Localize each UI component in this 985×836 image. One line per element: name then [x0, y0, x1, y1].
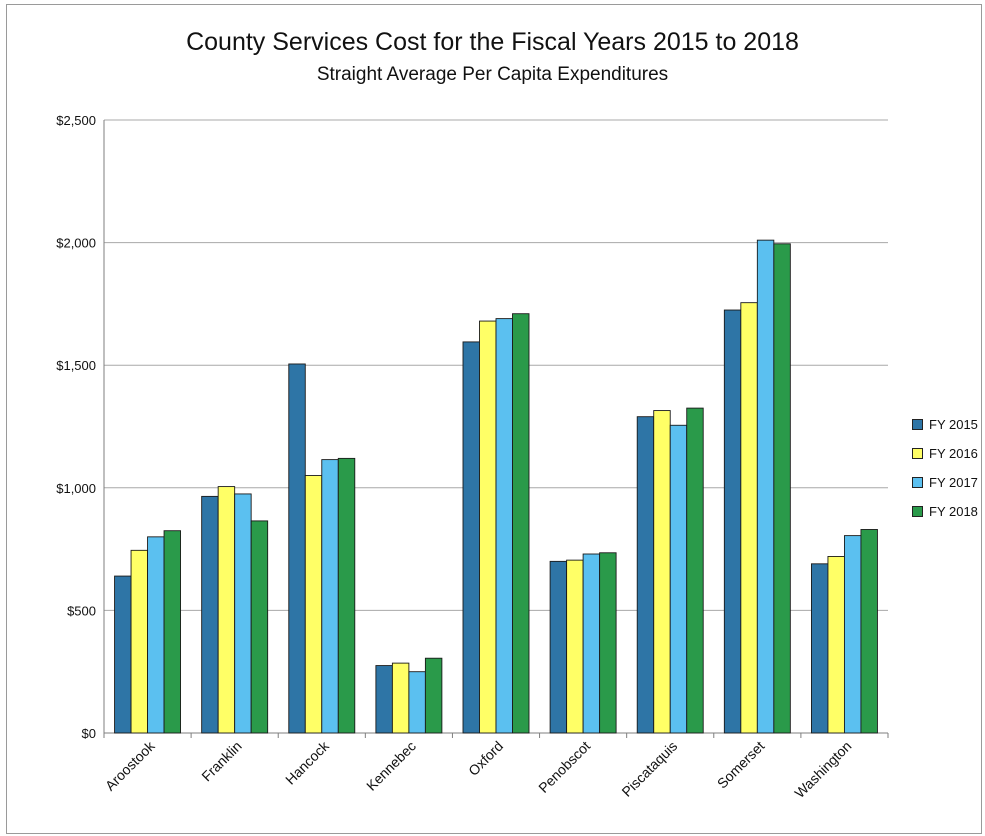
bar-washington-fy2018	[860, 529, 878, 734]
x-tick-label: Kennebec	[363, 738, 419, 794]
y-tick-label: $1,500	[56, 358, 96, 373]
bar-kennebec-fy2018	[424, 657, 443, 734]
bar-kennebec-fy2015	[375, 665, 393, 734]
legend-label-fy2015: FY 2015	[929, 417, 978, 432]
bar-penobscot-fy2018	[599, 552, 617, 734]
bar-penobscot-fy2017	[582, 553, 601, 734]
y-tick-label: $2,500	[56, 113, 96, 128]
x-tick-label: Aroostook	[102, 737, 159, 794]
bar-oxford-fy2018	[512, 313, 530, 734]
chart-subtitle: Straight Average Per Capita Expenditures	[316, 64, 669, 85]
x-tick-label: Franklin	[198, 738, 245, 785]
bar-somerset-fy2016	[740, 302, 758, 734]
y-tick-label: $2,000	[56, 236, 96, 251]
bar-penobscot-fy2016	[566, 559, 584, 734]
x-tick-label: Somerset	[714, 738, 768, 792]
bar-washington-fy2015	[810, 563, 829, 734]
bar-franklin-fy2018	[250, 520, 269, 734]
x-tick-label: Piscataquis	[618, 738, 680, 800]
bar-hancock-fy2018	[337, 457, 356, 734]
bar-oxford-fy2016	[479, 320, 497, 734]
x-tick-label: Hancock	[282, 737, 333, 788]
bar-hancock-fy2015	[288, 363, 306, 734]
legend-item-fy2017: FY 2017	[912, 468, 978, 497]
bar-piscataquis-fy2017	[669, 424, 688, 734]
bar-washington-fy2017	[843, 535, 862, 734]
bar-somerset-fy2018	[773, 243, 791, 734]
bar-oxford-fy2015	[462, 341, 480, 734]
bar-piscataquis-fy2015	[636, 416, 655, 734]
y-tick-label: $500	[67, 603, 96, 618]
bar-franklin-fy2015	[201, 495, 219, 734]
legend-item-fy2015: FY 2015	[912, 410, 978, 439]
bar-aroostook-fy2016	[130, 549, 149, 734]
y-tick-label: $1,000	[56, 481, 96, 496]
legend-item-fy2016: FY 2016	[912, 439, 978, 468]
bar-kennebec-fy2017	[408, 671, 426, 734]
x-tick-label: Oxford	[465, 738, 506, 779]
legend-swatch-fy2017	[912, 477, 923, 488]
legend-swatch-fy2016	[912, 448, 923, 459]
bar-franklin-fy2016	[217, 486, 236, 734]
bar-penobscot-fy2015	[549, 560, 568, 734]
bar-aroostook-fy2018	[163, 530, 182, 734]
chart-title: County Services Cost for the Fiscal Year…	[186, 28, 799, 56]
bar-kennebec-fy2016	[391, 662, 410, 734]
bar-washington-fy2016	[827, 556, 845, 734]
y-tick-label: $0	[82, 726, 96, 741]
legend-label-fy2018: FY 2018	[929, 504, 978, 519]
bar-piscataquis-fy2018	[686, 407, 704, 734]
bar-aroostook-fy2017	[147, 536, 165, 734]
legend-swatch-fy2018	[912, 506, 923, 517]
bar-piscataquis-fy2016	[653, 410, 671, 734]
bar-hancock-fy2017	[321, 459, 339, 734]
legend: FY 2015 FY 2016 FY 2017 FY 2018	[912, 410, 978, 526]
bar-somerset-fy2017	[756, 239, 775, 734]
legend-swatch-fy2015	[912, 419, 923, 430]
bar-aroostook-fy2015	[114, 575, 132, 734]
x-tick-label: Penobscot	[535, 738, 593, 796]
bar-oxford-fy2017	[495, 318, 513, 734]
x-tick-label: Washington	[791, 738, 854, 801]
bar-somerset-fy2015	[723, 309, 742, 734]
legend-item-fy2018: FY 2018	[912, 497, 978, 526]
bar-hancock-fy2016	[304, 475, 323, 734]
legend-label-fy2016: FY 2016	[929, 446, 978, 461]
legend-label-fy2017: FY 2017	[929, 475, 978, 490]
bar-franklin-fy2017	[234, 493, 252, 734]
